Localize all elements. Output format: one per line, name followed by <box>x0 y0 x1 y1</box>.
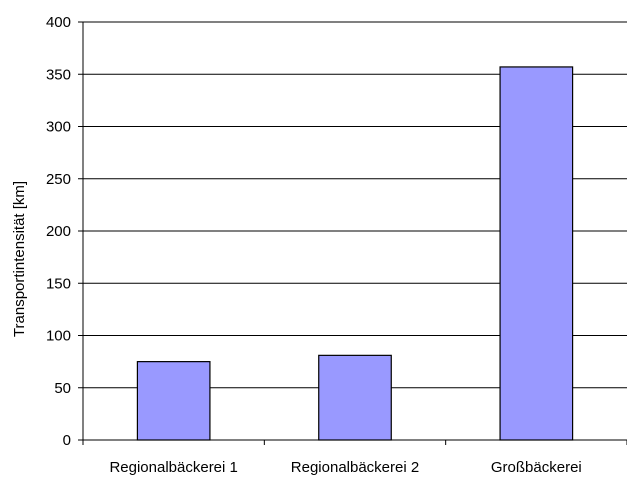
y-tick-label: 350 <box>46 66 71 83</box>
y-tick-label: 100 <box>46 328 71 345</box>
y-tick-label: 300 <box>46 119 71 136</box>
bar <box>318 354 392 441</box>
x-tick-marks <box>82 440 627 445</box>
category-label: Großbäckerei <box>491 459 582 476</box>
category-labels: Regionalbäckerei 1 Regionalbäckerei 2 Groß… <box>109 459 581 476</box>
y-tick-label: 250 <box>46 171 71 188</box>
bar <box>499 66 574 441</box>
category-label: Regionalbäckerei 1 <box>109 459 237 476</box>
grid-lines <box>83 21 627 389</box>
category-label: Regionalbäckerei 2 <box>291 459 419 476</box>
y-tick-label: 200 <box>46 223 71 240</box>
y-tick-label: 50 <box>54 380 71 397</box>
y-tick-label: 0 <box>63 432 71 449</box>
bar <box>136 361 211 441</box>
bars <box>136 66 574 441</box>
y-tick-label: 400 <box>46 14 71 31</box>
y-tick-labels: 0 50 100 150 200 250 300 350 400 <box>46 14 83 449</box>
y-axis-title: Transportintensität [km] <box>11 181 28 337</box>
y-tick-label: 150 <box>46 275 71 292</box>
